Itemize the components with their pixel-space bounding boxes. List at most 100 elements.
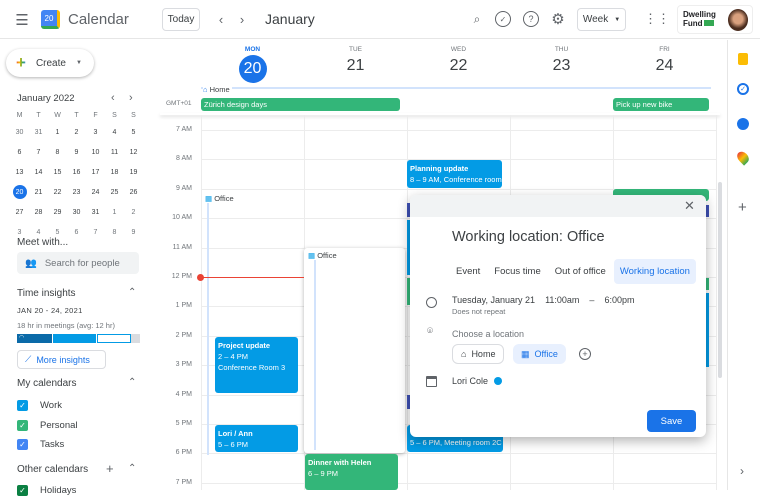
day-number[interactable]: 23	[552, 57, 571, 74]
home-location-chip[interactable]: ⌂ Home	[452, 344, 505, 364]
mini-day[interactable]: 11	[110, 148, 119, 156]
maps-icon[interactable]	[734, 149, 752, 166]
mini-day[interactable]: 31	[91, 208, 100, 216]
calendar-owner[interactable]: Lori Cole	[452, 376, 503, 386]
checkbox[interactable]: ✓	[17, 439, 28, 450]
calendar-item-holidays[interactable]: ✓ Holidays	[17, 485, 76, 496]
mini-day[interactable]: 2	[131, 208, 136, 216]
event-mon-office[interactable]: ▦ Office	[205, 194, 234, 203]
apps-grid-icon[interactable]: ⋮⋮	[644, 11, 670, 26]
event-datetime[interactable]: Tuesday, January 21 11:00am –6:00pm	[452, 295, 635, 305]
day-number[interactable]: 20	[238, 55, 267, 83]
mini-day[interactable]: 3	[17, 228, 22, 236]
allday-home-location[interactable]: ⌂ Home	[203, 85, 232, 94]
view-selector[interactable]: Week ▼	[577, 8, 626, 31]
mini-next-icon[interactable]: ›	[129, 92, 133, 104]
settings-gear-icon[interactable]: ⚙	[551, 11, 565, 28]
more-insights-button[interactable]: ⟋ More insights	[17, 350, 106, 369]
mini-day[interactable]: 6	[74, 228, 79, 236]
mini-day[interactable]: 2	[74, 128, 79, 136]
calendar-item-tasks[interactable]: ✓ Tasks	[17, 439, 64, 450]
mini-day[interactable]: 29	[53, 208, 62, 216]
mini-day[interactable]: 10	[91, 148, 100, 156]
event-zurich-design-days[interactable]: Zürich design days	[201, 98, 400, 111]
event-dinner-helen[interactable]: Dinner with Helen 6 – 9 PM	[305, 454, 398, 490]
day-number[interactable]: 24	[655, 57, 674, 74]
mini-day[interactable]: 17	[91, 168, 100, 176]
expand-panel-icon[interactable]: ›	[740, 464, 744, 478]
mini-day[interactable]: 1	[55, 128, 60, 136]
event-pick-up-bike[interactable]: Pick up new bike	[613, 98, 709, 111]
repeat-info[interactable]: Does not repeat	[452, 307, 506, 316]
search-people-input[interactable]: 👥 Search for people	[17, 252, 139, 274]
mini-day[interactable]: 23	[72, 188, 81, 196]
mini-day[interactable]: 5	[55, 228, 60, 236]
mini-day[interactable]: 9	[131, 228, 136, 236]
tab-working-location[interactable]: Working location	[613, 259, 696, 284]
user-avatar[interactable]	[728, 9, 748, 31]
mini-day[interactable]: 30	[72, 208, 81, 216]
tasks-check-icon[interactable]: ✓	[495, 11, 511, 27]
mini-day[interactable]: 27	[15, 208, 24, 216]
contacts-icon[interactable]	[737, 118, 749, 130]
mini-day[interactable]: 16	[72, 168, 81, 176]
mini-day[interactable]: 14	[34, 168, 43, 176]
checkbox[interactable]: ✓	[17, 485, 28, 496]
checkbox[interactable]: ✓	[17, 419, 28, 431]
tasks-icon[interactable]: ✓	[737, 83, 749, 95]
collapse-insights-icon[interactable]: ⌃	[128, 287, 137, 298]
add-addon-icon[interactable]: +	[738, 199, 747, 216]
main-menu-icon[interactable]: ☰	[15, 12, 29, 29]
search-icon[interactable]: ⌕	[473, 11, 481, 26]
event-lori-ann[interactable]: Lori / Ann 5 – 6 PM	[215, 425, 298, 452]
add-location-icon[interactable]: +	[579, 348, 591, 360]
checkbox[interactable]: ✓	[17, 400, 28, 411]
mini-day[interactable]: 22	[53, 188, 62, 196]
mini-day[interactable]: 5	[131, 128, 136, 136]
tab-focus-time[interactable]: Focus time	[494, 266, 541, 277]
mini-day[interactable]: 18	[110, 168, 119, 176]
next-week-icon[interactable]: ›	[239, 11, 245, 27]
mini-day[interactable]: 19	[129, 168, 138, 176]
mini-day[interactable]: 25	[110, 188, 119, 196]
today-button[interactable]: Today	[162, 8, 200, 31]
mini-day[interactable]: 31	[34, 128, 43, 136]
day-header-wed[interactable]: WED 22	[407, 46, 510, 75]
mini-day[interactable]: 28	[34, 208, 43, 216]
tab-event[interactable]: Event	[456, 266, 481, 277]
collapse-my-calendars-icon[interactable]: ⌃	[128, 377, 137, 388]
mini-day[interactable]: 30	[15, 128, 24, 136]
calendar-item-work[interactable]: ✓ Work	[17, 400, 62, 411]
day-header-thu[interactable]: THU 23	[510, 46, 613, 75]
mini-day[interactable]: 8	[112, 228, 117, 236]
collapse-other-calendars-icon[interactable]: ⌃	[128, 463, 137, 474]
office-location-chip[interactable]: ▦ Office	[513, 344, 566, 364]
close-icon[interactable]: ✕	[684, 198, 695, 213]
account-area[interactable]: Dwelling Fund	[677, 5, 753, 34]
help-icon[interactable]: ?	[523, 11, 539, 27]
keep-icon[interactable]	[738, 53, 748, 65]
save-button[interactable]: Save	[647, 410, 696, 432]
mini-day[interactable]: 8	[55, 148, 60, 156]
mini-prev-icon[interactable]: ‹	[111, 92, 115, 104]
mini-day[interactable]: 1	[112, 208, 117, 216]
mini-day[interactable]: 12	[129, 148, 138, 156]
grid-scrollbar[interactable]	[718, 182, 722, 378]
day-header-mon[interactable]: MON 20	[201, 46, 304, 83]
mini-day[interactable]: 21	[34, 188, 43, 196]
event-project-update[interactable]: Project update 2 – 4 PM Conference Room 3	[215, 337, 298, 393]
day-number[interactable]: 22	[449, 57, 468, 74]
calendar-item-personal[interactable]: ✓ Personal	[17, 419, 78, 431]
mini-day[interactable]: 20	[10, 182, 29, 202]
day-header-fri[interactable]: FRI 24	[613, 46, 716, 75]
day-number[interactable]: 21	[346, 57, 365, 74]
tab-out-of-office[interactable]: Out of office	[554, 266, 606, 277]
mini-day[interactable]: 4	[112, 128, 117, 136]
event-tue-office[interactable]: ▦ Office	[304, 248, 405, 453]
mini-day[interactable]: 9	[74, 148, 79, 156]
create-button[interactable]: + Create ▼	[6, 49, 94, 77]
mini-day[interactable]: 13	[15, 168, 24, 176]
mini-day[interactable]: 7	[93, 228, 98, 236]
day-header-tue[interactable]: TUE 21	[304, 46, 407, 75]
mini-day[interactable]: 4	[36, 228, 41, 236]
